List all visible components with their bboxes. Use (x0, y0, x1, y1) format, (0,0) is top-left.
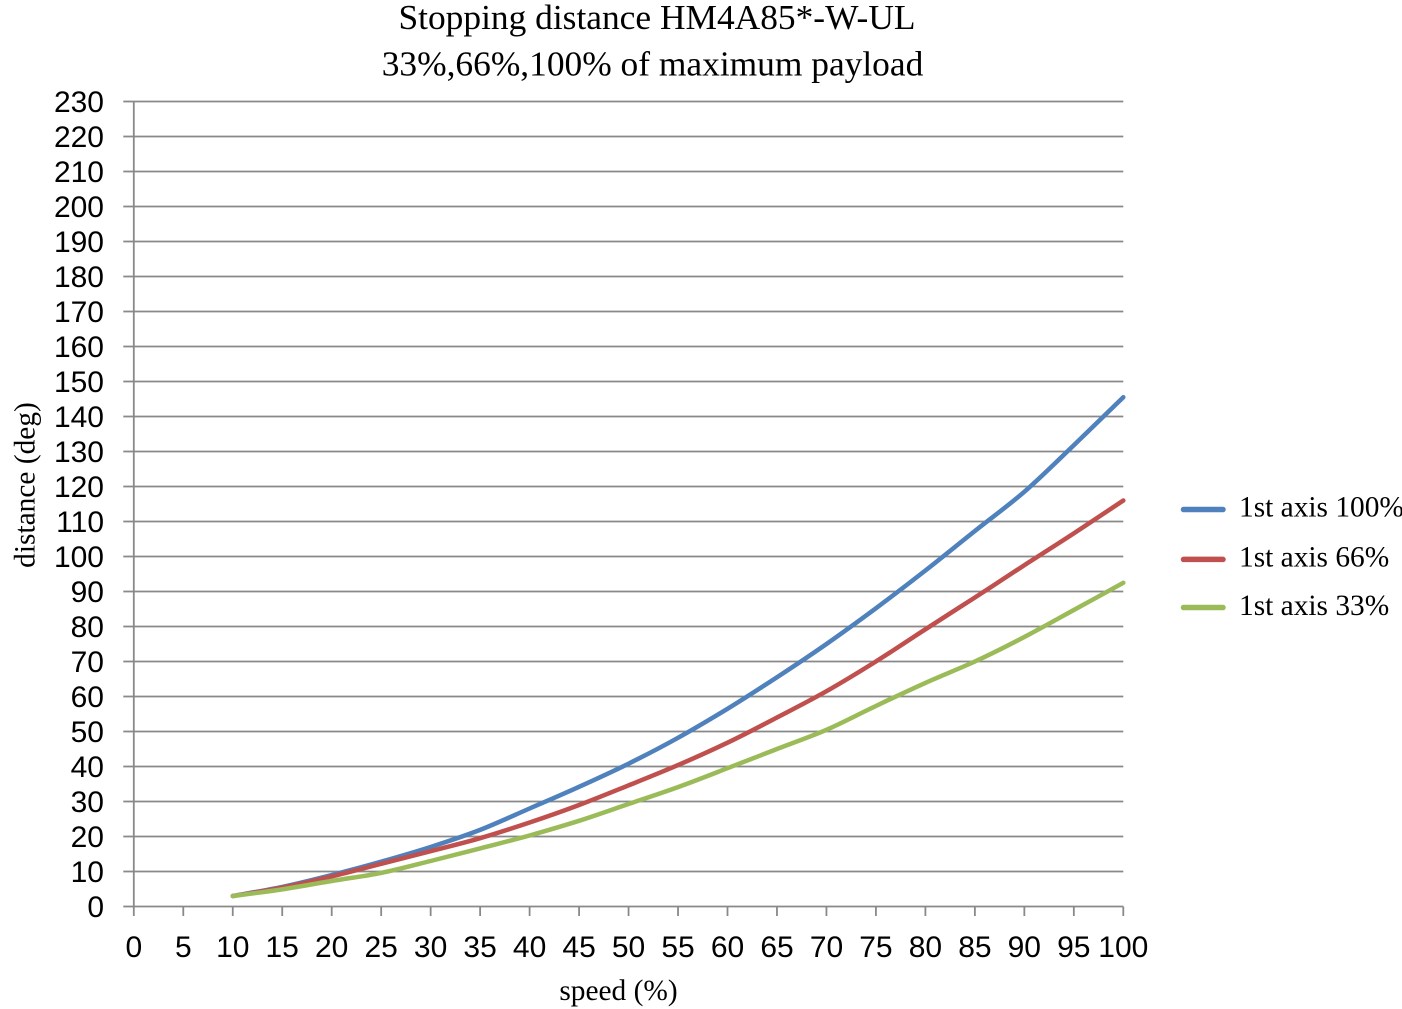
svg-text:100: 100 (1098, 931, 1148, 964)
svg-text:80: 80 (909, 931, 942, 964)
svg-text:90: 90 (1008, 931, 1041, 964)
svg-text:160: 160 (54, 331, 104, 364)
svg-text:30: 30 (414, 931, 447, 964)
svg-text:180: 180 (54, 261, 104, 294)
svg-text:130: 130 (54, 436, 104, 469)
svg-text:1st axis 66%: 1st axis 66% (1239, 542, 1389, 574)
svg-text:0: 0 (87, 891, 104, 924)
svg-text:170: 170 (54, 296, 104, 329)
svg-text:220: 220 (54, 121, 104, 154)
svg-text:5: 5 (175, 931, 192, 964)
svg-text:200: 200 (54, 191, 104, 224)
svg-text:100: 100 (54, 541, 104, 574)
svg-text:distance (deg): distance (deg) (10, 402, 42, 568)
svg-text:15: 15 (266, 931, 299, 964)
svg-text:1st axis 33%: 1st axis 33% (1239, 590, 1389, 622)
svg-text:65: 65 (760, 931, 793, 964)
svg-text:35: 35 (463, 931, 496, 964)
svg-text:33%,66%,100% of maximum payloa: 33%,66%,100% of maximum payload (382, 43, 924, 83)
svg-text:50: 50 (612, 931, 645, 964)
svg-text:55: 55 (661, 931, 694, 964)
svg-text:10: 10 (71, 856, 104, 889)
svg-text:20: 20 (315, 931, 348, 964)
svg-text:45: 45 (562, 931, 595, 964)
svg-text:20: 20 (71, 821, 104, 854)
svg-text:10: 10 (216, 931, 249, 964)
svg-text:25: 25 (365, 931, 398, 964)
svg-text:60: 60 (71, 681, 104, 714)
svg-text:150: 150 (54, 366, 104, 399)
svg-text:0: 0 (125, 931, 142, 964)
svg-text:90: 90 (71, 576, 104, 609)
svg-text:85: 85 (958, 931, 991, 964)
svg-text:50: 50 (71, 716, 104, 749)
svg-text:Stopping distance HM4A85*-W-UL: Stopping distance HM4A85*-W-UL (398, 0, 915, 37)
svg-text:70: 70 (810, 931, 843, 964)
svg-text:120: 120 (54, 471, 104, 504)
svg-text:110: 110 (56, 506, 104, 539)
svg-text:140: 140 (54, 401, 104, 434)
svg-text:190: 190 (54, 226, 104, 259)
svg-text:210: 210 (54, 156, 104, 189)
svg-text:70: 70 (71, 646, 104, 679)
svg-text:30: 30 (71, 786, 104, 819)
svg-text:40: 40 (513, 931, 546, 964)
svg-text:230: 230 (54, 86, 104, 119)
svg-text:80: 80 (71, 611, 104, 644)
svg-text:1st axis 100%: 1st axis 100% (1239, 492, 1402, 524)
svg-text:40: 40 (71, 751, 104, 784)
svg-text:60: 60 (711, 931, 744, 964)
svg-text:75: 75 (859, 931, 892, 964)
svg-text:speed (%): speed (%) (559, 975, 677, 1007)
svg-text:95: 95 (1057, 931, 1090, 964)
